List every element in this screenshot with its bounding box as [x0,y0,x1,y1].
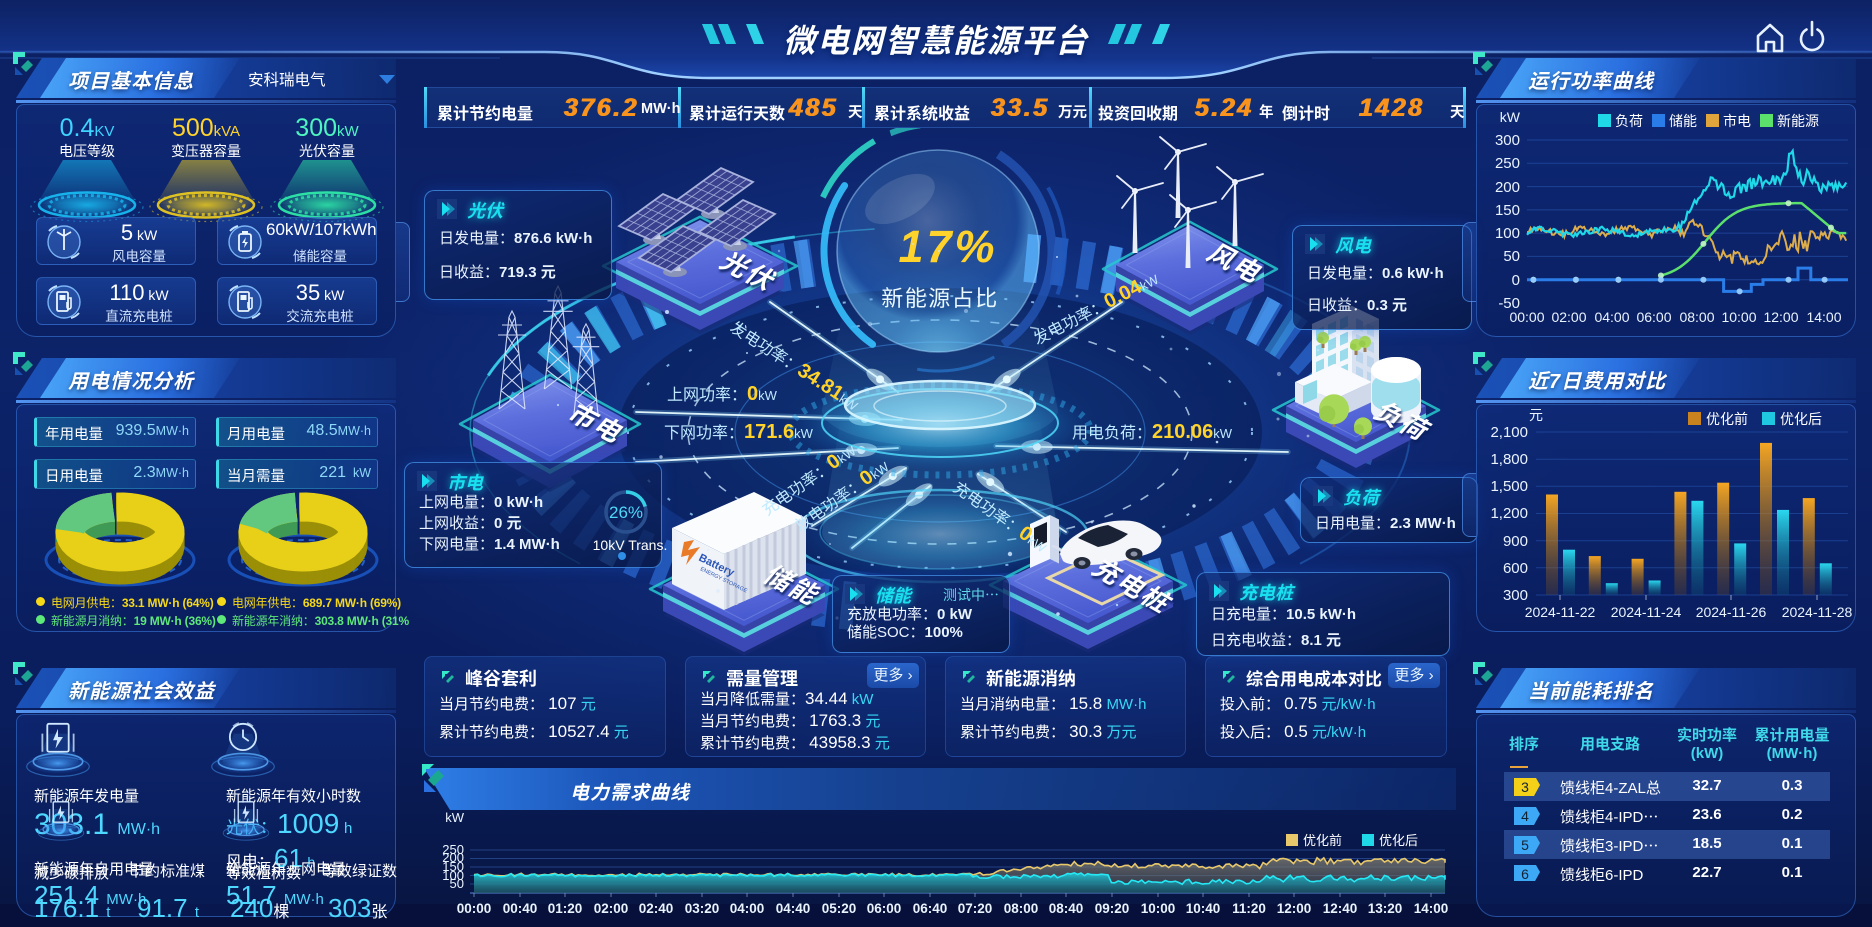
svg-text:250: 250 [1495,155,1520,172]
svg-text:2024-11-26: 2024-11-26 [1696,604,1767,620]
svg-text:kW: kW [445,812,465,825]
svg-text:150: 150 [442,859,464,874]
svg-text:市电: 市电 [1723,113,1751,129]
svg-text:08:00: 08:00 [1004,901,1039,916]
svg-text:50: 50 [450,876,464,891]
svg-text:新能源: 新能源 [1777,113,1819,129]
svg-text:17%: 17% [898,221,997,272]
svg-text:250: 250 [442,842,464,857]
svg-text:1,800: 1,800 [1490,451,1528,468]
svg-text:04:40: 04:40 [776,901,811,916]
svg-text:上网功率：0kW: 上网功率：0kW [667,383,778,405]
svg-text:04:00: 04:00 [1594,309,1629,325]
svg-text:10:40: 10:40 [1186,901,1221,916]
svg-text:02:40: 02:40 [639,901,674,916]
svg-text:02:00: 02:00 [594,901,629,916]
svg-text:26%: 26% [609,503,643,522]
svg-text:用电负荷：210.06kW: 用电负荷：210.06kW [1072,421,1233,443]
svg-text:08:40: 08:40 [1049,901,1084,916]
svg-text:00:00: 00:00 [1509,309,1544,325]
svg-text:2,100: 2,100 [1490,424,1528,441]
svg-text:900: 900 [1503,533,1528,550]
svg-text:100: 100 [1495,225,1520,242]
svg-text:06:00: 06:00 [1636,309,1671,325]
svg-text:4: 4 [1521,808,1529,824]
svg-text:kW: kW [1500,109,1521,125]
svg-text:01:20: 01:20 [548,901,583,916]
svg-text:10:00: 10:00 [1141,901,1176,916]
svg-text:储能: 储能 [1669,113,1697,129]
svg-text:07:20: 07:20 [958,901,993,916]
svg-text:50: 50 [1503,248,1520,265]
svg-text:0: 0 [1512,272,1520,289]
svg-text:5: 5 [1521,837,1529,853]
svg-text:08:00: 08:00 [1679,309,1714,325]
svg-text:300: 300 [1495,132,1520,149]
svg-text:00:40: 00:40 [503,901,538,916]
svg-text:元: 元 [1529,407,1543,423]
svg-text:优化后: 优化后 [1379,833,1418,848]
svg-text:2024-11-24: 2024-11-24 [1611,604,1682,620]
svg-text:11:20: 11:20 [1232,901,1266,916]
svg-text:13:20: 13:20 [1368,901,1403,916]
svg-text:下网功率：171.6kW: 下网功率：171.6kW [664,421,814,443]
svg-text:06:00: 06:00 [867,901,902,916]
svg-text:12:00: 12:00 [1277,901,1312,916]
svg-text:1,500: 1,500 [1490,478,1528,495]
svg-text:300: 300 [1503,587,1528,604]
svg-text:04:00: 04:00 [730,901,765,916]
svg-text:03:20: 03:20 [685,901,720,916]
svg-text:200: 200 [1495,179,1520,196]
svg-text:优化前: 优化前 [1303,833,1342,848]
svg-text:200: 200 [442,850,464,865]
svg-text:00:00: 00:00 [457,901,492,916]
svg-text:负荷: 负荷 [1615,113,1643,129]
svg-text:2024-11-28: 2024-11-28 [1782,604,1853,620]
svg-text:10:00: 10:00 [1721,309,1756,325]
svg-text:优化后: 优化后 [1780,411,1822,427]
svg-text:3: 3 [1521,779,1529,795]
svg-text:12:00: 12:00 [1763,309,1798,325]
svg-text:14:00: 14:00 [1414,901,1449,916]
svg-text:新能源占比: 新能源占比 [881,286,999,311]
svg-text:100: 100 [442,868,464,883]
svg-text:6: 6 [1521,866,1529,881]
svg-text:12:40: 12:40 [1323,901,1358,916]
svg-text:06:40: 06:40 [913,901,948,916]
svg-text:150: 150 [1495,202,1520,219]
svg-text:600: 600 [1503,560,1528,577]
svg-text:2024-11-22: 2024-11-22 [1525,604,1596,620]
svg-text:09:20: 09:20 [1095,901,1130,916]
svg-text:-50: -50 [1498,295,1520,312]
svg-text:05:20: 05:20 [822,901,857,916]
svg-text:优化前: 优化前 [1706,411,1748,427]
svg-text:02:00: 02:00 [1551,309,1586,325]
svg-text:14:00: 14:00 [1806,309,1841,325]
svg-text:1,200: 1,200 [1490,505,1528,522]
